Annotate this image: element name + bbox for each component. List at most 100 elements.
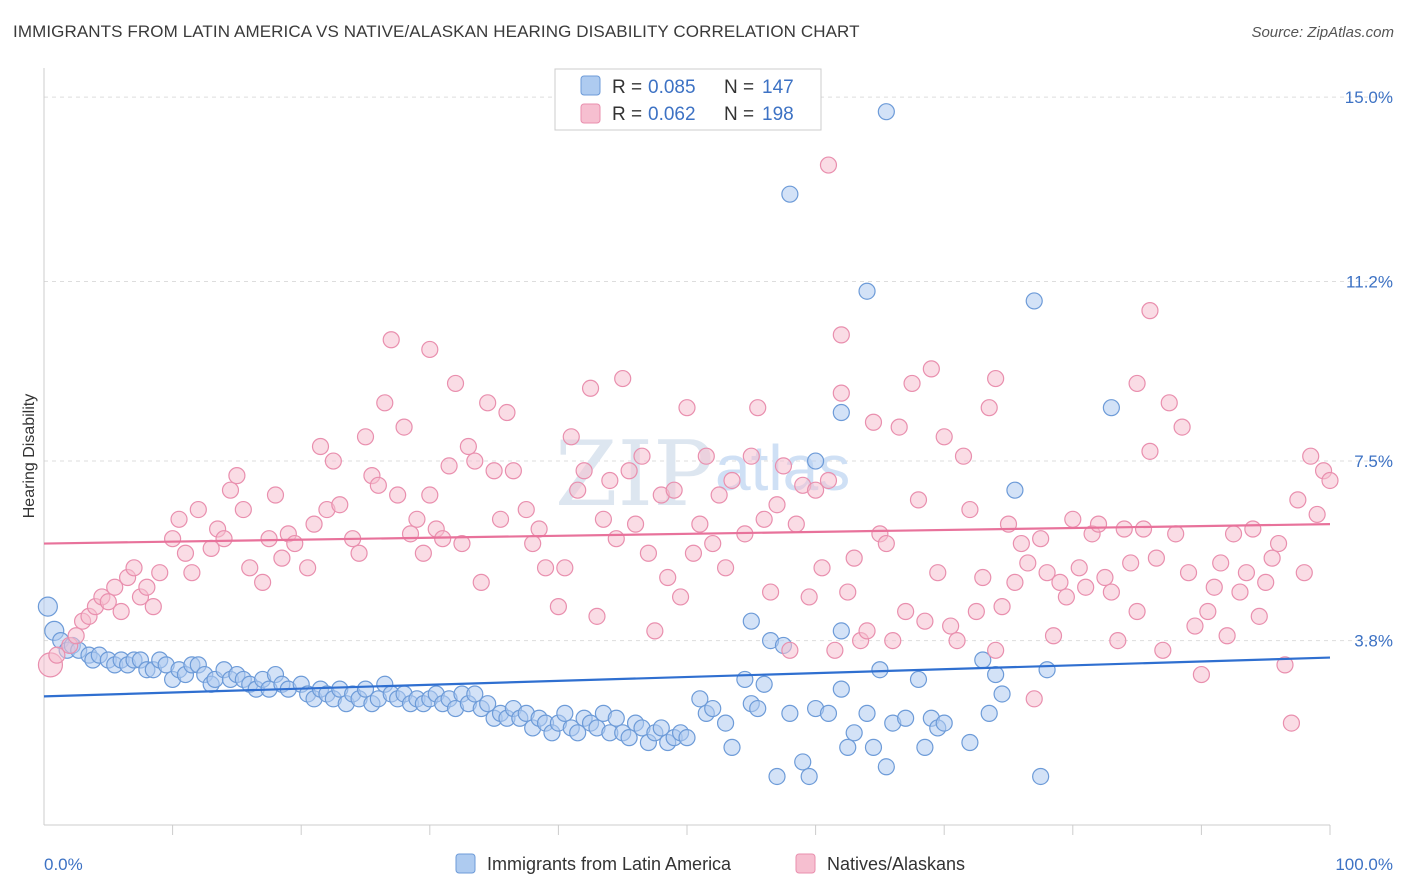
point-natives (948, 632, 966, 650)
point-natives (858, 622, 876, 640)
point-natives (376, 394, 394, 412)
y-tick-label: 15.0% (1345, 88, 1393, 107)
point-natives (112, 602, 130, 621)
point-immigrants (832, 403, 850, 422)
grid-lines (44, 96, 1392, 642)
bottom-legend-swatch-pink (795, 853, 816, 874)
point-natives (819, 156, 838, 174)
point-immigrants (832, 680, 850, 698)
point-natives (935, 428, 953, 446)
point-natives (1244, 520, 1262, 538)
point-immigrants (839, 738, 857, 756)
point-natives (273, 549, 291, 567)
point-natives (1070, 559, 1088, 577)
point-natives (1019, 554, 1037, 572)
point-natives (401, 525, 420, 543)
y-tick-labels: 3.8% 7.5% 11.2% 15.0% (1345, 88, 1393, 650)
x-tick-label: 100.0% (1335, 855, 1393, 874)
point-natives (1205, 578, 1223, 596)
point-natives (922, 360, 940, 378)
point-immigrants (652, 719, 670, 737)
point-immigrants (749, 699, 767, 718)
point-immigrants (556, 704, 574, 722)
point-natives (620, 462, 638, 480)
x-tick-labels: 0.0% 100.0% (44, 855, 1393, 874)
point-natives (395, 418, 413, 436)
point-natives (980, 399, 998, 417)
point-natives (1006, 573, 1024, 591)
point-natives (556, 559, 574, 577)
point-natives (369, 476, 387, 494)
point-natives (967, 602, 985, 621)
point-natives (1179, 564, 1198, 582)
point-natives (659, 568, 677, 587)
point-immigrants (909, 670, 928, 689)
point-natives (1263, 549, 1281, 567)
trend-lines (43, 523, 1331, 698)
point-natives (768, 496, 786, 514)
point-immigrants (819, 704, 838, 722)
point-immigrants (806, 452, 825, 470)
point-natives (99, 593, 117, 611)
point-natives (1089, 515, 1108, 533)
point-natives (305, 515, 323, 533)
point-natives (864, 413, 883, 431)
point-natives (671, 588, 690, 606)
point-natives (453, 534, 471, 553)
point-natives (716, 559, 735, 577)
point-natives (1237, 564, 1256, 582)
point-immigrants (858, 282, 876, 300)
point-natives (266, 486, 285, 504)
point-natives (607, 530, 625, 548)
point-immigrants (858, 704, 876, 722)
point-natives (459, 437, 477, 456)
point-natives (466, 452, 484, 470)
point-immigrants (704, 699, 722, 718)
point-natives (1212, 554, 1230, 572)
point-immigrants (980, 704, 998, 722)
point-natives (536, 559, 555, 577)
point-natives (1115, 520, 1133, 538)
point-natives (626, 515, 645, 533)
point-natives (723, 471, 741, 490)
point-natives (916, 612, 934, 630)
chart-title: IMMIGRANTS FROM LATIN AMERICA VS NATIVE/… (13, 22, 860, 41)
point-natives (170, 510, 188, 528)
point-immigrants (1038, 661, 1056, 679)
point-natives (215, 530, 233, 548)
point-immigrants (620, 729, 638, 747)
point-natives (1032, 530, 1050, 548)
point-natives (1128, 602, 1146, 621)
point-natives (228, 467, 246, 485)
point-immigrants (845, 724, 863, 742)
point-natives (286, 534, 304, 553)
point-natives (189, 500, 207, 519)
point-natives (1064, 510, 1082, 528)
point-natives (382, 331, 400, 349)
point-natives (942, 617, 960, 635)
point-natives (1269, 534, 1288, 553)
point-immigrants (768, 767, 786, 786)
point-natives (581, 379, 600, 397)
point-natives (260, 530, 278, 548)
point-natives (678, 399, 696, 417)
point-natives (350, 544, 368, 562)
point-immigrants (871, 661, 889, 679)
legend-swatch-blue (580, 75, 601, 96)
point-natives (151, 564, 169, 582)
point-natives (633, 447, 651, 465)
bottom-legend-label-immigrants: Immigrants from Latin America (487, 854, 732, 874)
point-natives (1289, 491, 1307, 509)
point-immigrants (736, 670, 754, 689)
point-natives (897, 602, 915, 621)
point-natives (48, 646, 66, 664)
point-natives (1199, 602, 1217, 621)
point-natives (125, 559, 143, 577)
point-natives (1186, 617, 1204, 635)
series-natives-points (37, 156, 1339, 732)
point-natives (787, 515, 805, 533)
point-natives (774, 457, 793, 475)
point-natives (421, 340, 439, 359)
point-natives (1077, 578, 1095, 596)
